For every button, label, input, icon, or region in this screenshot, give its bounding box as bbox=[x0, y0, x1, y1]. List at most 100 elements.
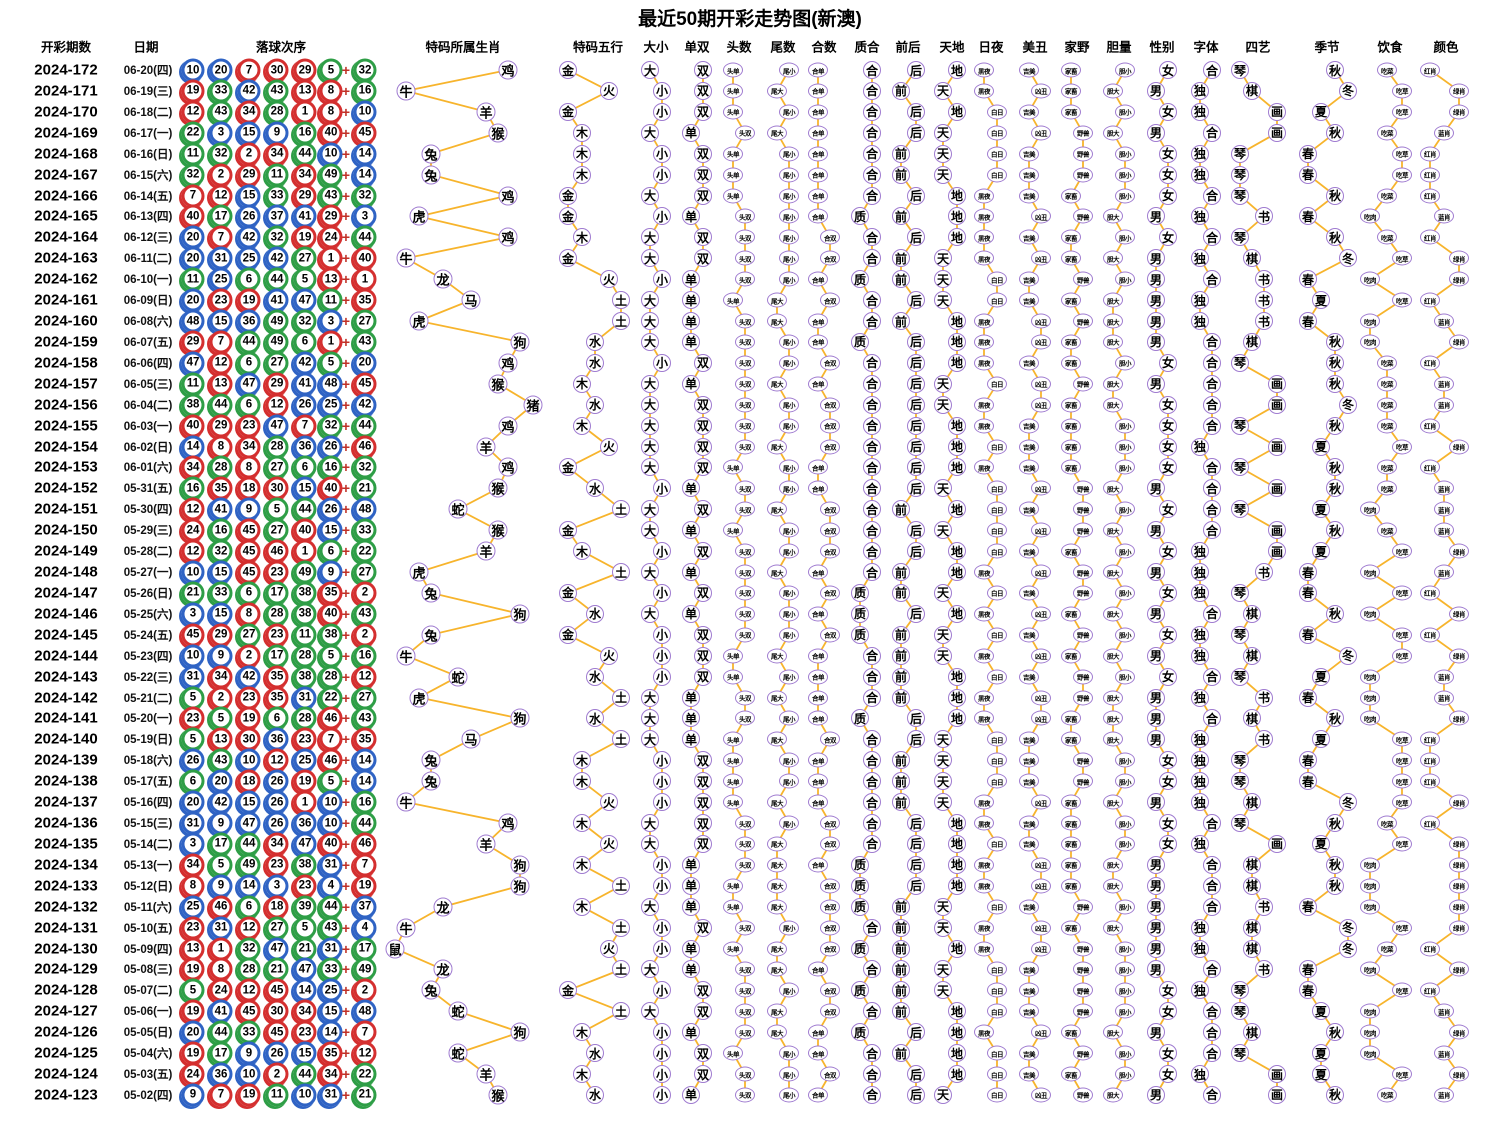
period-label: 2024-148 bbox=[34, 563, 98, 581]
category-cell-yanse: 绿肖 bbox=[1449, 961, 1469, 977]
ball: 36 bbox=[293, 435, 317, 459]
category-cell-toushu: 头双 bbox=[735, 690, 755, 706]
category-cell-jijie: 秋 bbox=[1326, 521, 1344, 540]
ball: 11 bbox=[319, 288, 343, 312]
ball: 5 bbox=[319, 351, 343, 375]
ball: 9 bbox=[237, 497, 261, 521]
special-ball: 14 bbox=[353, 769, 377, 793]
category-cell-zhihe: 质 bbox=[851, 583, 869, 602]
ball: 25 bbox=[293, 748, 317, 772]
category-cell-toushu: 头双 bbox=[735, 1024, 755, 1040]
category-cell-yanse: 红肖 bbox=[1420, 292, 1440, 308]
category-cell-riye: 白日 bbox=[987, 669, 1007, 685]
ball: 8 bbox=[319, 100, 343, 124]
date-label: 06-18(二) bbox=[123, 106, 173, 119]
period-label: 2024-159 bbox=[34, 333, 98, 351]
column-header-daxiao: 大小 bbox=[643, 40, 669, 55]
category-cell-meichou: 凶丑 bbox=[1031, 794, 1051, 810]
category-cell-tiandi: 天 bbox=[934, 772, 952, 791]
category-cell-heshu: 合双 bbox=[820, 585, 840, 601]
category-cell-ziti: 合 bbox=[1203, 186, 1221, 205]
category-cell-heshu: 合双 bbox=[820, 543, 840, 559]
column-header-yanse: 颜色 bbox=[1433, 40, 1459, 55]
category-cell-toushu: 头双 bbox=[735, 1087, 755, 1103]
ball: 15 bbox=[209, 309, 233, 333]
category-cell-ziti: 独 bbox=[1191, 249, 1209, 268]
plus-icon: + bbox=[341, 940, 351, 957]
category-cell-siyi: 画 bbox=[1268, 479, 1286, 498]
ball: 47 bbox=[265, 414, 289, 438]
category-cell-riye: 黑夜 bbox=[974, 355, 994, 371]
category-cell-qianhou: 前 bbox=[892, 688, 910, 707]
ball: 5 bbox=[181, 686, 205, 710]
category-cell-wuxing: 土 bbox=[612, 918, 630, 937]
period-label: 2024-142 bbox=[34, 689, 98, 707]
category-cell-tiandi: 地 bbox=[948, 1065, 966, 1084]
ball: 5 bbox=[293, 267, 317, 291]
category-cell-qianhou: 前 bbox=[892, 625, 910, 644]
category-cell-danshuang: 单 bbox=[682, 730, 700, 749]
zodiac-cell: 鸡 bbox=[498, 813, 518, 833]
ball: 9 bbox=[181, 1083, 205, 1107]
category-cell-yanse: 红肖 bbox=[1420, 146, 1440, 162]
category-cell-daxiao: 大 bbox=[641, 521, 659, 540]
category-cell-wuxing: 金 bbox=[559, 186, 577, 205]
category-cell-heshu: 合双 bbox=[820, 731, 840, 747]
category-cell-yinshi: 吃草 bbox=[1392, 292, 1412, 308]
category-cell-qianhou: 后 bbox=[907, 416, 925, 435]
category-cell-wuxing: 木 bbox=[573, 416, 591, 435]
category-cell-weishu: 尾大 bbox=[767, 794, 787, 810]
ball: 6 bbox=[237, 895, 261, 919]
plus-icon: + bbox=[341, 187, 351, 204]
category-cell-siyi: 书 bbox=[1255, 270, 1273, 289]
category-cell-siyi: 画 bbox=[1268, 834, 1286, 853]
special-ball: 40 bbox=[353, 246, 377, 270]
category-cell-siyi: 书 bbox=[1255, 960, 1273, 979]
special-ball: 12 bbox=[353, 665, 377, 689]
category-cell-qianhou: 前 bbox=[892, 270, 910, 289]
category-cell-yinshi: 吃肉 bbox=[1360, 1045, 1380, 1061]
category-cell-jiaye: 家畜 bbox=[1061, 920, 1081, 936]
category-cell-heshu: 合双 bbox=[820, 229, 840, 245]
category-cell-weishu: 尾小 bbox=[779, 710, 799, 726]
category-cell-zhihe: 质 bbox=[851, 604, 869, 623]
plus-icon: + bbox=[341, 1024, 351, 1041]
ball: 31 bbox=[319, 937, 343, 961]
category-cell-meichou: 吉美 bbox=[1019, 355, 1039, 371]
zodiac-cell: 猪 bbox=[523, 395, 543, 415]
category-cell-meichou: 吉美 bbox=[1019, 501, 1039, 517]
category-cell-xingbie: 男 bbox=[1147, 249, 1165, 268]
ball: 49 bbox=[319, 163, 343, 187]
category-cell-jiaye: 野兽 bbox=[1073, 1003, 1093, 1019]
category-cell-daxiao: 大 bbox=[641, 814, 659, 833]
category-cell-danshuang: 单 bbox=[682, 207, 700, 226]
category-cell-siyi: 棋 bbox=[1243, 1023, 1261, 1042]
ball: 1 bbox=[319, 330, 343, 354]
category-cell-jijie: 春 bbox=[1299, 772, 1317, 791]
category-cell-xingbie: 女 bbox=[1159, 102, 1177, 121]
ball: 28 bbox=[319, 665, 343, 689]
category-cell-daxiao: 小 bbox=[653, 793, 671, 812]
ball: 19 bbox=[237, 706, 261, 730]
category-cell-daxiao: 小 bbox=[653, 1065, 671, 1084]
zodiac-cell: 龙 bbox=[433, 897, 453, 917]
category-cell-danshuang: 双 bbox=[694, 228, 712, 247]
plus-icon: + bbox=[341, 333, 351, 350]
category-cell-siyi: 画 bbox=[1268, 521, 1286, 540]
ball: 5 bbox=[293, 916, 317, 940]
special-ball: 44 bbox=[353, 414, 377, 438]
plus-icon: + bbox=[341, 647, 351, 664]
category-cell-meichou: 凶丑 bbox=[1031, 313, 1051, 329]
category-cell-ziti: 独 bbox=[1191, 437, 1209, 456]
category-cell-danshuang: 双 bbox=[694, 395, 712, 414]
category-cell-jijie: 春 bbox=[1299, 144, 1317, 163]
category-cell-danshuang: 单 bbox=[682, 291, 700, 310]
ball: 12 bbox=[209, 351, 233, 375]
category-cell-ziti: 合 bbox=[1203, 814, 1221, 833]
category-cell-zhihe: 合 bbox=[863, 416, 881, 435]
plus-icon: + bbox=[341, 877, 351, 894]
plus-icon: + bbox=[341, 564, 351, 581]
category-cell-ziti: 合 bbox=[1203, 667, 1221, 686]
category-cell-zhihe: 质 bbox=[851, 897, 869, 916]
category-cell-yinshi: 吃菜 bbox=[1377, 397, 1397, 413]
